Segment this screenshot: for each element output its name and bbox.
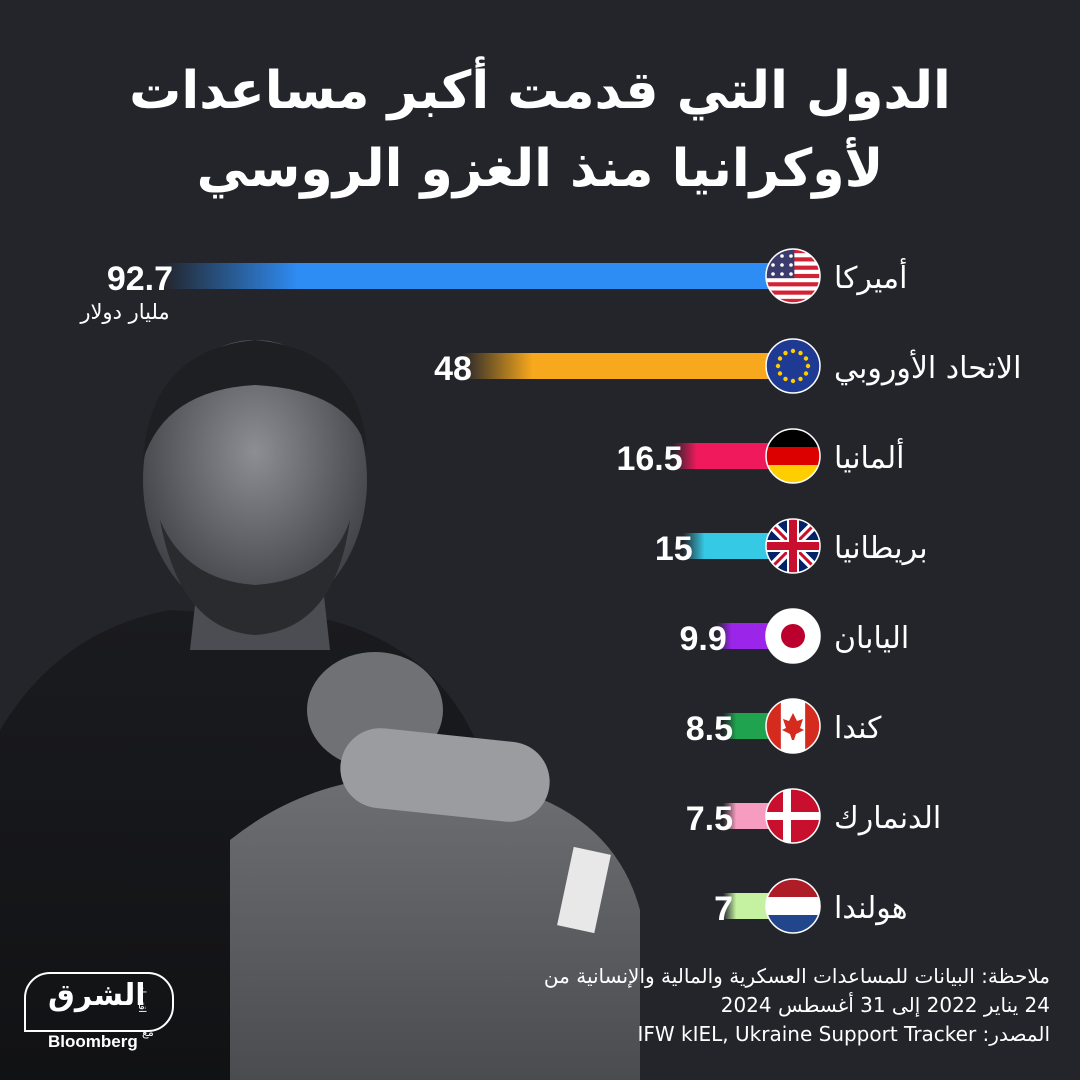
- value-label-5: 8.5: [686, 710, 733, 748]
- value-label-6: 7.5: [686, 800, 733, 838]
- value-label-7: 7: [714, 890, 733, 928]
- netherlands-flag-icon: [765, 878, 821, 934]
- asharq-bloomberg-logo: الشرق اقتصاد مع Bloomberg: [24, 972, 174, 1056]
- chart-title: الدول التي قدمت أكبر مساعدات لأوكرانيا م…: [60, 52, 1020, 208]
- bar-row-5: 8.5 كندا: [686, 698, 882, 754]
- logo-with-text: مع: [142, 1026, 154, 1039]
- bar-row-7: 7 هولندا: [714, 878, 908, 934]
- bar-2: [672, 443, 783, 469]
- denmark-flag-icon: [765, 788, 821, 844]
- bar-row-6: 7.5 الدنمارك: [686, 788, 941, 844]
- japan-flag-icon: [765, 608, 821, 664]
- logo-english-text: Bloomberg: [48, 1032, 138, 1051]
- footnote-note: ملاحظة: البيانات للمساعدات العسكرية والم…: [543, 964, 1050, 988]
- footnote-source: المصدر: IFW kIEL, Ukraine Support Tracke…: [637, 1022, 1050, 1046]
- logo-arabic-text: الشرق: [48, 978, 146, 1013]
- bar-row-2: 16.5 ألمانيا: [616, 428, 905, 484]
- category-label-5: كندا: [834, 711, 882, 746]
- canada-flag-icon: [765, 698, 821, 754]
- usa-flag-icon: [765, 248, 821, 304]
- bar-row-4: 9.9 اليابان: [680, 608, 909, 664]
- germany-flag-icon: [765, 428, 821, 484]
- title-line-2: لأوكرانيا منذ الغزو الروسي: [196, 139, 884, 199]
- value-label-3: 15: [655, 530, 693, 568]
- uk-flag-icon: [765, 518, 821, 574]
- bar-row-1: 48 الاتحاد الأوروبي: [434, 338, 1021, 394]
- category-label-3: بريطانيا: [834, 531, 928, 566]
- logo-frame: [24, 972, 174, 1032]
- bar-row-3: 15 بريطانيا: [655, 518, 928, 574]
- value-label-4: 9.9: [680, 620, 727, 658]
- category-label-0: أميركا: [834, 257, 907, 296]
- category-label-2: ألمانيا: [834, 437, 905, 476]
- value-label-2: 16.5: [616, 440, 682, 478]
- value-label-1: 48: [434, 350, 472, 388]
- bar-1: [461, 353, 783, 379]
- value-label-0: 92.7: [107, 260, 173, 298]
- bar-0: [163, 263, 783, 289]
- eu-flag-icon: [765, 338, 821, 394]
- bar-row-0: 92.7 أميركا: [107, 248, 907, 304]
- category-label-1: الاتحاد الأوروبي: [834, 348, 1021, 386]
- background-photo: [0, 340, 640, 1080]
- unit-label: مليار دولار: [80, 300, 170, 324]
- category-label-4: اليابان: [834, 621, 909, 656]
- category-label-7: هولندا: [834, 891, 908, 926]
- footnote-dates: 24 يناير 2022 إلى 31 أغسطس 2024: [720, 993, 1050, 1017]
- title-line-1: الدول التي قدمت أكبر مساعدات: [129, 61, 951, 121]
- footnote: ملاحظة: البيانات للمساعدات العسكرية والم…: [430, 962, 1050, 1049]
- category-label-6: الدنمارك: [834, 801, 941, 836]
- logo-sub-text: اقتصاد: [136, 986, 147, 1013]
